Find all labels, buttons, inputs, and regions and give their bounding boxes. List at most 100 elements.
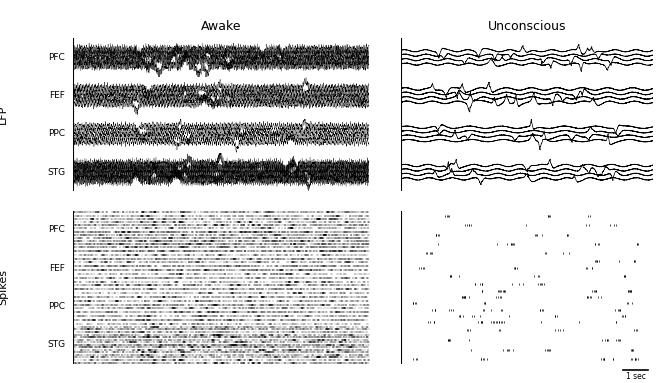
- Point: [218, 210, 229, 216]
- Point: [326, 309, 337, 315]
- Point: [258, 294, 269, 300]
- Point: [197, 235, 208, 241]
- Point: [71, 267, 81, 273]
- Point: [247, 263, 257, 269]
- Point: [199, 238, 210, 244]
- Point: [329, 357, 339, 363]
- Point: [132, 329, 143, 335]
- Point: [208, 337, 218, 343]
- Point: [113, 252, 123, 258]
- Point: [293, 235, 304, 241]
- Point: [96, 244, 107, 250]
- Point: [88, 255, 98, 262]
- Point: [147, 235, 158, 241]
- Point: [257, 219, 267, 225]
- Point: [69, 232, 79, 238]
- Point: [331, 263, 341, 269]
- Point: [363, 339, 374, 345]
- Point: [362, 241, 373, 247]
- Point: [192, 321, 203, 327]
- Point: [342, 219, 352, 225]
- Point: [281, 282, 292, 288]
- Point: [114, 301, 124, 308]
- Point: [341, 357, 352, 363]
- Point: [84, 259, 94, 265]
- Point: [255, 334, 265, 340]
- Point: [148, 324, 159, 330]
- Point: [202, 344, 213, 350]
- Point: [325, 339, 335, 345]
- Point: [111, 263, 121, 269]
- Point: [311, 241, 321, 247]
- Point: [334, 235, 345, 241]
- Point: [146, 337, 156, 343]
- Point: [147, 213, 158, 219]
- Point: [340, 252, 350, 258]
- Point: [190, 334, 201, 340]
- Point: [174, 329, 185, 335]
- Point: [98, 282, 109, 288]
- Point: [312, 324, 322, 330]
- Point: [305, 248, 315, 254]
- Point: [131, 252, 142, 258]
- Point: [234, 235, 244, 241]
- Point: [141, 241, 151, 247]
- Point: [331, 309, 341, 315]
- Point: [137, 349, 148, 355]
- Point: [151, 294, 162, 300]
- Point: [296, 321, 306, 327]
- Point: [273, 213, 284, 219]
- Point: [266, 286, 277, 292]
- Point: [86, 326, 97, 332]
- Point: [141, 317, 151, 323]
- Point: [236, 331, 246, 337]
- Point: [325, 241, 335, 247]
- Point: [232, 342, 242, 348]
- Point: [188, 334, 199, 340]
- Point: [282, 259, 292, 265]
- Point: [117, 210, 128, 216]
- Point: [185, 342, 196, 348]
- Point: [176, 326, 186, 332]
- Point: [205, 241, 215, 247]
- Point: [348, 326, 358, 332]
- Point: [356, 216, 366, 222]
- Point: [363, 210, 374, 216]
- Point: [302, 210, 313, 216]
- Point: [297, 290, 308, 296]
- Point: [177, 213, 187, 219]
- Point: [178, 213, 188, 219]
- Point: [92, 354, 103, 360]
- Point: [300, 309, 310, 315]
- Point: [358, 331, 369, 337]
- Point: [334, 344, 345, 350]
- Point: [319, 334, 329, 340]
- Point: [289, 347, 300, 353]
- Point: [252, 317, 263, 323]
- Point: [237, 317, 248, 323]
- Point: [203, 282, 214, 288]
- Point: [329, 263, 339, 269]
- Point: [144, 282, 154, 288]
- Point: [88, 357, 98, 363]
- Point: [187, 238, 198, 244]
- Point: [319, 232, 330, 238]
- Point: [276, 286, 286, 292]
- Point: [290, 263, 300, 269]
- Point: [170, 305, 180, 311]
- Point: [141, 301, 152, 308]
- Point: [284, 219, 295, 225]
- Point: [131, 354, 142, 360]
- Point: [297, 238, 308, 244]
- Point: [168, 271, 178, 277]
- Point: [170, 294, 181, 300]
- Point: [192, 229, 203, 235]
- Point: [290, 290, 300, 296]
- Point: [143, 282, 154, 288]
- Point: [266, 331, 277, 337]
- Point: [88, 331, 99, 337]
- Point: [337, 241, 348, 247]
- Point: [228, 263, 239, 269]
- Point: [107, 344, 117, 350]
- Point: [238, 235, 249, 241]
